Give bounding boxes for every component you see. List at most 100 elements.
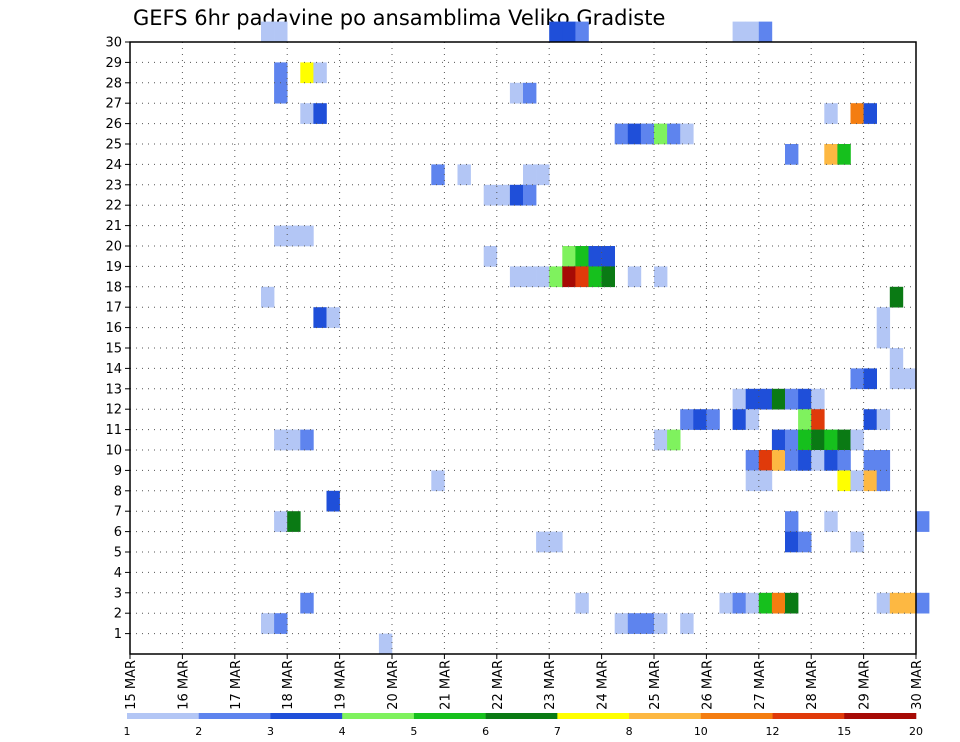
precip-cell — [601, 246, 615, 267]
precip-cell — [732, 409, 746, 430]
precip-cell — [732, 21, 746, 43]
precip-cell — [771, 429, 786, 451]
precip-cell — [758, 470, 773, 492]
precip-cell — [863, 103, 877, 124]
precip-cell — [811, 429, 825, 451]
colorbar-label: 15 — [837, 725, 851, 738]
precip-cell — [798, 450, 812, 471]
x-tick-label: 16 MAR — [176, 660, 191, 710]
precip-cell — [876, 450, 891, 471]
y-tick-label: 2 — [114, 607, 122, 622]
precip-cell — [706, 409, 720, 430]
colorbar-label: 10 — [694, 725, 708, 738]
precip-cell — [274, 82, 288, 104]
precip-cell — [837, 429, 851, 451]
precip-cell — [274, 511, 288, 532]
precip-cell — [654, 613, 668, 634]
x-tick-label: 15 MAR — [124, 660, 139, 710]
precip-cell — [758, 592, 773, 614]
precip-cell — [562, 266, 576, 288]
precip-cell — [483, 184, 498, 206]
precip-cell — [745, 409, 760, 430]
colorbar-swatch — [629, 713, 702, 719]
precip-cell — [876, 592, 891, 614]
precip-cell — [863, 470, 877, 492]
precip-cell — [575, 21, 589, 43]
colorbar-label: 4 — [339, 725, 346, 738]
precip-cell — [627, 123, 642, 145]
x-tick-label: 26 MAR — [700, 660, 715, 710]
precip-cell — [523, 82, 537, 104]
precip-cell — [680, 123, 694, 145]
colorbar-label: 6 — [482, 725, 489, 738]
precip-cell — [378, 633, 393, 655]
y-tick-label: 6 — [114, 525, 122, 540]
precip-cell — [837, 450, 851, 471]
x-tick-label: 18 MAR — [281, 660, 296, 710]
precip-cell — [824, 103, 838, 124]
precip-cell — [300, 103, 314, 124]
precip-cell — [261, 286, 275, 308]
precip-cell — [536, 164, 550, 186]
precip-cell — [824, 450, 838, 471]
precip-cell — [549, 21, 563, 43]
y-tick-label: 24 — [105, 158, 122, 173]
precip-cell — [300, 225, 314, 247]
precip-cell — [811, 450, 825, 471]
y-tick-label: 12 — [105, 403, 122, 418]
precip-cell — [575, 246, 589, 267]
precip-cell — [811, 388, 825, 410]
precip-cell — [876, 409, 891, 430]
precip-cell — [680, 409, 694, 430]
precip-cell — [745, 388, 760, 410]
precip-cell — [824, 429, 838, 451]
y-axis: 1234567891011121314151617181920212223242… — [105, 36, 130, 642]
x-tick-label: 22 MAR — [491, 660, 506, 710]
y-tick-label: 19 — [105, 260, 122, 275]
y-tick-label: 28 — [105, 76, 122, 91]
precip-cell — [523, 266, 537, 288]
precip-cell — [824, 511, 838, 532]
precip-cell — [798, 388, 812, 410]
precip-cell — [274, 62, 288, 84]
y-tick-label: 27 — [105, 97, 122, 112]
precip-cell — [785, 531, 799, 553]
cells-layer — [261, 21, 930, 655]
precip-cell — [745, 21, 760, 43]
precip-cell — [771, 388, 786, 410]
y-tick-label: 25 — [105, 138, 122, 153]
precip-cell — [457, 164, 471, 186]
plot-frame — [129, 41, 917, 655]
precip-cell — [326, 307, 340, 328]
colorbar-label: 8 — [626, 725, 633, 738]
precip-cell — [837, 470, 851, 492]
x-tick-label: 30 MAR — [910, 660, 925, 710]
x-tick-label: 19 MAR — [334, 660, 349, 710]
precip-cell — [509, 82, 524, 104]
x-tick-label: 24 MAR — [596, 660, 611, 710]
precip-cell — [667, 123, 681, 145]
colorbar-swatch — [844, 713, 917, 719]
x-tick-label: 17 MAR — [229, 660, 244, 710]
precip-cell — [326, 490, 340, 512]
x-tick-label: 23 MAR — [543, 660, 558, 710]
precip-cell — [837, 144, 851, 165]
colorbar: 1 2 3 4 5 6 7 8 10 12 15 20 — [124, 713, 923, 738]
x-axis: 15 MAR 16 MAR 17 MAR 18 MAR 19 MAR 20 MAR 21 M… — [124, 654, 925, 710]
precip-cell — [745, 470, 760, 492]
colorbar-swatch — [772, 713, 845, 719]
precip-cell — [274, 21, 288, 43]
y-tick-label: 22 — [105, 199, 122, 214]
y-tick-label: 30 — [105, 36, 122, 51]
precip-cell — [876, 307, 891, 328]
precip-cell — [640, 123, 655, 145]
precip-cell — [732, 388, 746, 410]
precip-cell — [523, 184, 537, 206]
precip-cell — [902, 368, 917, 390]
x-tick-label: 27 MAR — [753, 660, 768, 710]
y-tick-label: 15 — [105, 342, 122, 357]
precip-cell — [313, 62, 327, 84]
precip-cell — [601, 266, 615, 288]
precip-cell — [536, 266, 550, 288]
